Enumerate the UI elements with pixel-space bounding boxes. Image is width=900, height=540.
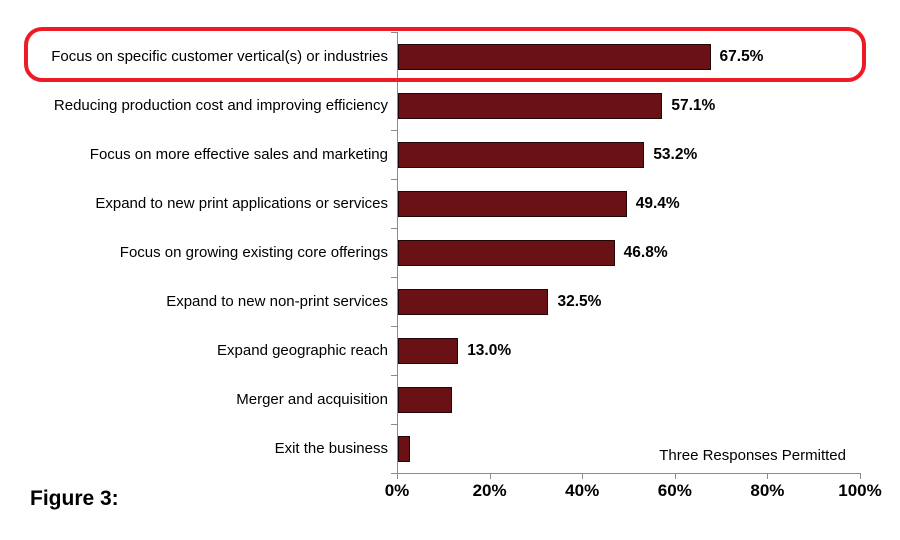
y-axis-tick xyxy=(391,81,397,82)
figure-label: Figure 3: xyxy=(30,487,119,510)
x-axis-tick-label: 100% xyxy=(838,481,882,500)
y-axis-tick xyxy=(391,375,397,376)
y-axis-tick xyxy=(391,130,397,131)
x-axis-tick xyxy=(674,473,676,479)
category-label: Exit the business xyxy=(274,440,388,457)
value-label: 67.5% xyxy=(719,48,764,65)
y-axis-tick xyxy=(391,473,397,474)
x-axis-tick-label: 80% xyxy=(750,481,785,500)
x-axis-tick-label: 40% xyxy=(565,481,600,500)
value-label: 57.1% xyxy=(671,97,716,114)
y-axis-line xyxy=(397,32,398,473)
value-label: 49.4% xyxy=(635,195,680,212)
category-label: Reducing production cost and improving e… xyxy=(53,97,388,114)
x-axis-tick xyxy=(397,473,398,479)
y-axis-tick xyxy=(391,277,397,278)
bar xyxy=(398,288,549,315)
y-axis-tick xyxy=(391,32,397,33)
value-label: 32.5% xyxy=(557,293,602,310)
y-axis-tick xyxy=(391,228,397,229)
value-label: 53.2% xyxy=(653,146,698,163)
chart-annotation: Three Responses Permitted xyxy=(659,447,846,464)
category-label: Expand to new non-print services xyxy=(166,293,388,310)
value-label: 46.8% xyxy=(623,244,668,261)
category-label: Focus on more effective sales and market… xyxy=(89,146,388,163)
bar xyxy=(398,190,627,217)
category-label: Expand to new print applications or serv… xyxy=(95,195,388,212)
x-axis-line xyxy=(397,473,860,474)
x-axis-tick-label: 20% xyxy=(472,481,507,500)
category-label: Focus on growing existing core offerings xyxy=(119,244,388,261)
bar xyxy=(398,435,411,462)
y-axis-tick xyxy=(391,179,397,180)
bar xyxy=(398,92,663,119)
x-axis-tick xyxy=(582,473,584,479)
bar xyxy=(398,337,459,364)
bar xyxy=(398,43,711,70)
category-label: Focus on specific customer vertical(s) o… xyxy=(51,48,388,65)
x-axis-tick xyxy=(489,473,491,479)
y-axis-tick xyxy=(391,326,397,327)
bar xyxy=(398,239,615,266)
x-axis-tick xyxy=(767,473,769,479)
category-label: Expand geographic reach xyxy=(217,342,388,359)
y-axis-tick xyxy=(391,424,397,425)
x-axis-tick-label: 0% xyxy=(384,481,410,500)
x-axis-tick-label: 60% xyxy=(657,481,692,500)
bar xyxy=(398,141,645,168)
category-label: Merger and acquisition xyxy=(236,391,388,408)
value-label: 13.0% xyxy=(467,342,512,359)
bar xyxy=(398,386,453,413)
x-axis-tick xyxy=(860,473,861,479)
